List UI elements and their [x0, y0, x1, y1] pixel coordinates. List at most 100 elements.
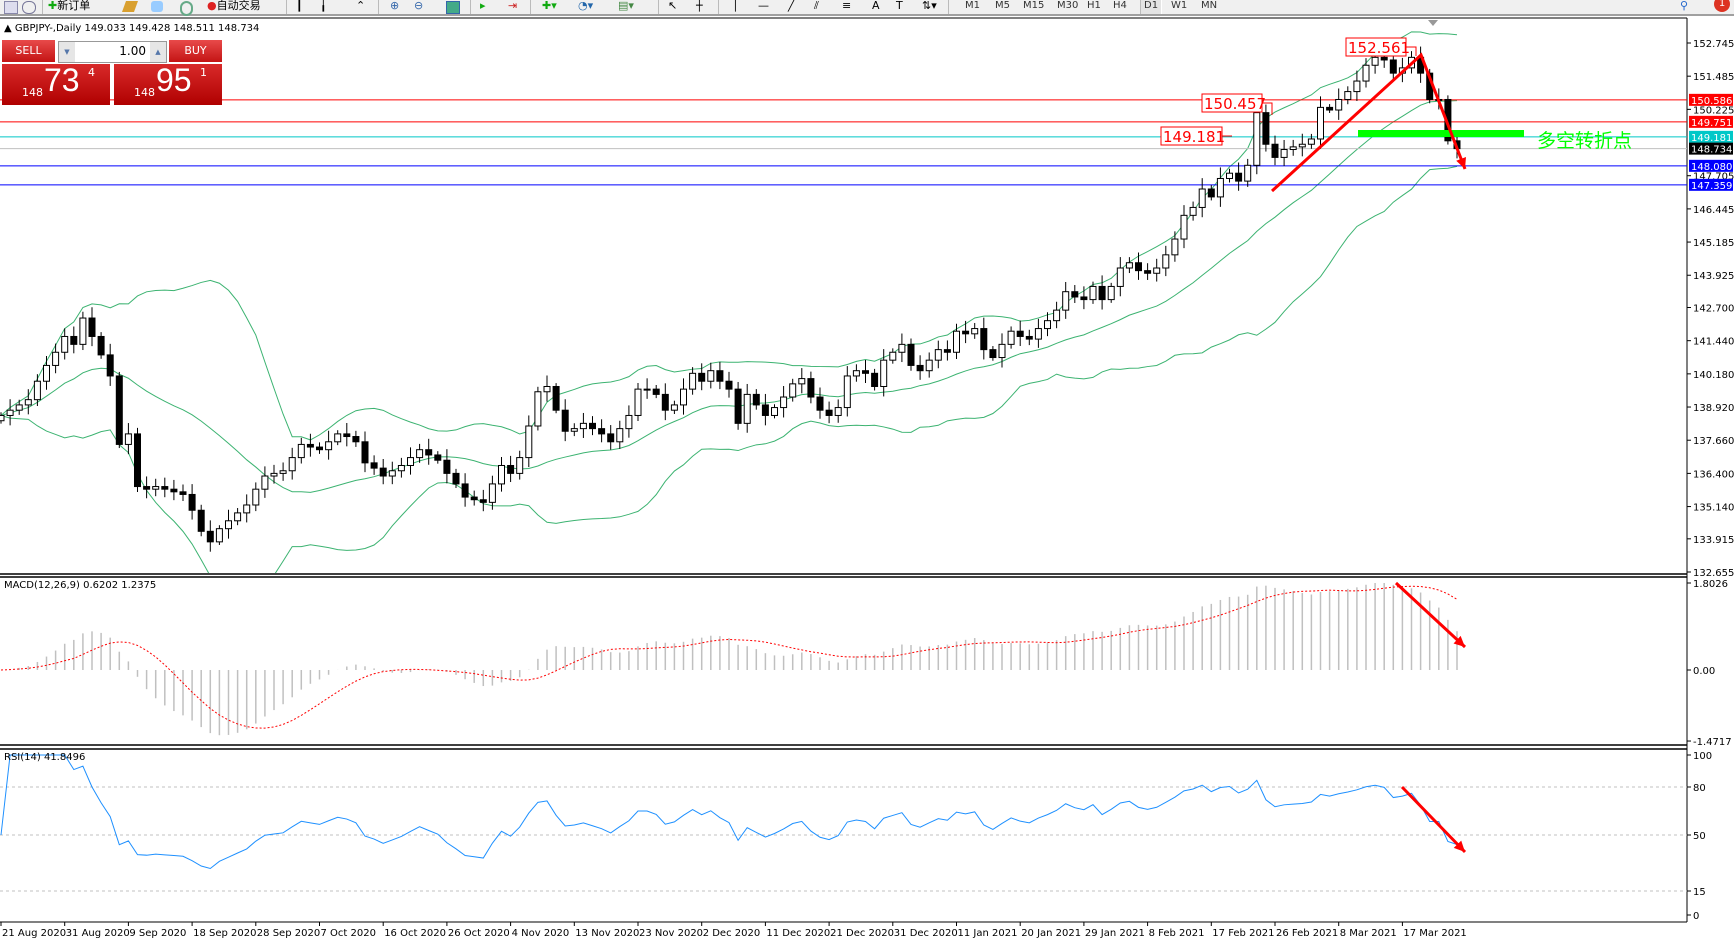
trend-arrow-macd-head — [1453, 635, 1465, 647]
history-icon[interactable] — [151, 1, 163, 12]
candle — [1207, 185, 1215, 201]
candle — [898, 333, 906, 363]
candle-body — [1116, 267, 1124, 287]
candle-body — [152, 486, 160, 490]
candle-body — [1144, 270, 1152, 274]
candle-body — [1244, 164, 1252, 182]
autoscroll-icon[interactable]: ▸ — [480, 0, 486, 12]
auto-trading-button[interactable]: ●自动交易 — [207, 0, 261, 14]
timeframe-d1[interactable]: D1 — [1140, 0, 1163, 14]
notification-badge[interactable]: 1 — [1714, 0, 1730, 12]
trendline-icon[interactable]: ╱ — [788, 0, 795, 12]
buy-price[interactable]: 148 95 1 — [114, 62, 222, 105]
timeframe-m15[interactable]: M15 — [1023, 0, 1045, 11]
candle-body — [589, 422, 596, 430]
vertical-line-icon[interactable]: │ — [732, 0, 739, 12]
chart-shift-icon[interactable]: ⇥ — [508, 0, 518, 12]
candle-body — [661, 393, 669, 411]
horizontal-line-icon[interactable]: — — [758, 0, 769, 12]
candle — [852, 364, 860, 382]
sell-button[interactable]: SELL — [2, 40, 55, 62]
candle — [0, 412, 5, 424]
candle-body — [1171, 238, 1179, 256]
fibonacci-icon[interactable]: ≡ — [842, 0, 852, 12]
templates-icon[interactable]: ▤▾ — [618, 0, 634, 12]
candle — [206, 520, 214, 552]
timeframe-w1[interactable]: W1 — [1171, 0, 1188, 11]
candle-body — [807, 378, 815, 398]
bar-chart-icon[interactable]: ┃ — [296, 0, 303, 12]
candle — [761, 393, 769, 426]
crosshair-icon[interactable]: ┼ — [696, 0, 703, 12]
main-chart — [0, 31, 1687, 573]
level-price-label: 149.751 — [1691, 118, 1732, 129]
candle — [97, 332, 105, 359]
candle-body — [570, 428, 578, 432]
candle-body — [343, 433, 351, 438]
candle — [215, 525, 223, 545]
lots-input[interactable]: ▼ 1.00 ▲ — [58, 41, 167, 63]
timeframe-m1[interactable]: M1 — [965, 0, 980, 11]
date-tick-label: 31 Dec 2020 — [894, 928, 958, 939]
candle — [1344, 86, 1352, 105]
periods-icon[interactable]: ◔▾ — [578, 0, 594, 12]
text-icon[interactable]: A — [872, 0, 880, 12]
candle — [552, 383, 560, 414]
sell-price-main: 73 — [44, 62, 80, 98]
line-chart-icon[interactable]: ⌃ — [356, 0, 366, 12]
candle-body — [170, 488, 178, 493]
candle — [1025, 329, 1033, 346]
candle — [752, 389, 760, 410]
level-price-tag — [1689, 130, 1733, 143]
lots-value[interactable]: 1.00 — [119, 44, 146, 58]
candle — [243, 494, 251, 523]
candle — [434, 451, 442, 464]
candle — [834, 399, 842, 423]
candle — [680, 378, 687, 415]
sell-price[interactable]: 148 73 4 — [2, 62, 110, 105]
candle — [862, 359, 869, 383]
timeframe-m5[interactable]: M5 — [995, 0, 1010, 11]
timeframe-h1[interactable]: H1 — [1087, 0, 1101, 11]
price-tick-label: 143.925 — [1693, 271, 1734, 282]
candle-body — [297, 443, 305, 459]
lots-increase-icon[interactable]: ▲ — [150, 42, 166, 62]
candle — [816, 387, 824, 419]
candle-body — [1289, 146, 1297, 151]
text-label-icon[interactable]: T — [896, 0, 903, 12]
timeframe-h4[interactable]: H4 — [1113, 0, 1127, 11]
timeframe-m30[interactable]: M30 — [1057, 0, 1079, 11]
zoom-out-icon[interactable]: ⊖ — [414, 0, 424, 12]
rsi-tick-label: 100 — [1693, 751, 1712, 762]
candlestick-icon[interactable]: ╽ — [320, 0, 327, 12]
arrows-icon[interactable]: ⇅▾ — [922, 0, 937, 12]
candle — [670, 400, 678, 415]
candle-body — [225, 520, 232, 530]
tile-windows-icon[interactable] — [446, 1, 460, 14]
candle-body — [124, 433, 132, 445]
candle — [907, 338, 915, 371]
indicators-icon[interactable]: ✚▾ — [542, 0, 557, 12]
signal-icon[interactable] — [180, 1, 193, 16]
buy-button[interactable]: BUY — [169, 40, 222, 62]
cursor-icon[interactable]: ↖ — [668, 0, 678, 12]
level-price-label: 148.734 — [1691, 145, 1732, 156]
date-tick-label: 21 Dec 2020 — [830, 928, 894, 939]
candle-body — [743, 393, 751, 424]
new-order-button[interactable]: ✚新订单 — [48, 0, 90, 14]
candle — [234, 508, 242, 526]
price-annotation-text: 152.561 — [1348, 39, 1410, 57]
magnifier-icon[interactable] — [22, 1, 36, 14]
candle — [1044, 312, 1051, 337]
collapse-triangle-icon[interactable]: ▲ — [4, 23, 15, 34]
equidistant-channel-icon[interactable]: ⫽ — [814, 0, 819, 12]
timeframe-mn[interactable]: MN — [1201, 0, 1218, 11]
lots-decrease-icon[interactable]: ▼ — [59, 42, 75, 62]
zoom-in-icon[interactable]: ⊕ — [390, 0, 400, 12]
document-icon[interactable] — [4, 1, 18, 14]
candle — [1307, 133, 1315, 149]
candle — [1198, 178, 1206, 218]
price-tick-label: 150.225 — [1693, 105, 1734, 116]
search-icon[interactable]: ⚲ — [1680, 0, 1689, 12]
